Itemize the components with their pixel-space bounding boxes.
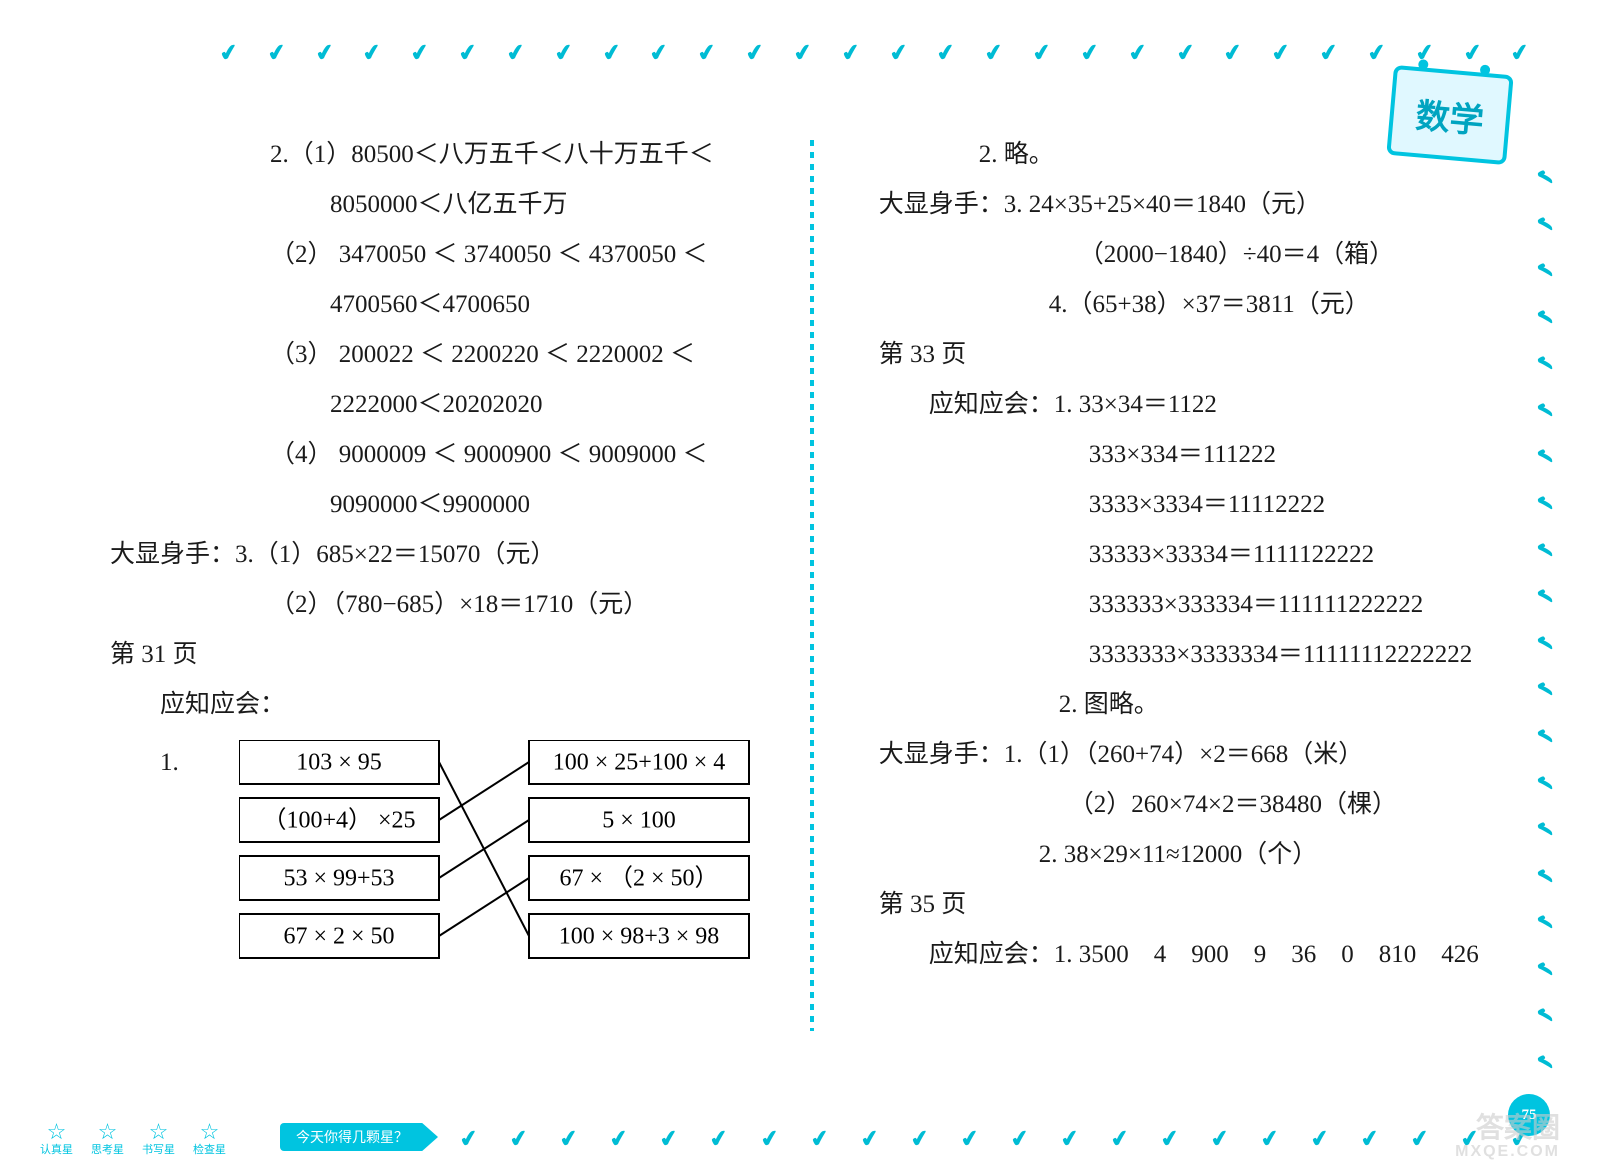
text-line: 大显身手：3. 24×35+25×40＝1840（元） <box>879 180 1480 230</box>
text-line: 2222000＜20202020 <box>110 380 799 430</box>
watermark-sub: MXQE.COM <box>1455 1143 1560 1161</box>
text-line: 大显身手：1.（1）（260+74）×2＝668（米） <box>879 730 1480 780</box>
text-line: 9090000＜9900000 <box>110 480 799 530</box>
pencil-label: 今天你得几颗星？ <box>280 1123 438 1151</box>
svg-text:67 × 2 × 50: 67 × 2 × 50 <box>283 924 394 950</box>
svg-text:100 × 25+100 × 4: 100 × 25+100 × 4 <box>552 750 725 776</box>
watermark-top: 答案圈 <box>1455 1113 1560 1144</box>
svg-text:103 × 95: 103 × 95 <box>296 750 382 776</box>
text-line: 1. <box>110 730 179 788</box>
text-line: 2. 38×29×11≈12000（个） <box>879 830 1480 880</box>
svg-text:67 × （2 × 50）: 67 × （2 × 50） <box>559 866 718 892</box>
left-column: 2.（1）80500＜八万五千＜八十万五千＜ 8050000＜八亿五千万 （2）… <box>90 130 839 1061</box>
svg-text:53 × 99+53: 53 × 99+53 <box>283 866 394 892</box>
matching-diagram: 103 × 95 （100+4） ×25 53 × 99+53 67 × 2 × 50… <box>239 740 799 980</box>
section-heading: 第 33 页 <box>879 330 1480 380</box>
right-column: 2. 略。 大显身手：3. 24×35+25×40＝1840（元） （2000−… <box>839 130 1500 1061</box>
star-item: ☆书写星 <box>142 1120 175 1156</box>
text-line: 大显身手：3.（1）685×22＝15070（元） <box>110 530 799 580</box>
text-line: 3333×3334＝11112222 <box>879 480 1480 530</box>
svg-text:5 × 100: 5 × 100 <box>602 808 676 834</box>
star-item: ☆认真星 <box>40 1120 73 1156</box>
text-line: 2. 图略。 <box>879 680 1480 730</box>
svg-text:100 × 98+3 × 98: 100 × 98+3 × 98 <box>558 924 719 950</box>
text-line: 应知应会：1. 3500 4 900 9 36 0 810 426 <box>879 930 1480 980</box>
text-line: （2） 3470050 ＜ 3740050 ＜ 4370050 ＜ <box>110 230 799 280</box>
text-line: 333×334＝111222 <box>879 430 1480 480</box>
text-line: 应知应会： <box>110 680 799 730</box>
text-line: 333333×333334＝111111222222 <box>879 580 1480 630</box>
watermark: 答案圈 MXQE.COM <box>1455 1113 1560 1161</box>
text-line: （4） 9000009 ＜ 9000900 ＜ 9009000 ＜ <box>110 430 799 480</box>
section-heading: 第 35 页 <box>879 880 1480 930</box>
section-heading: 第 31 页 <box>110 630 799 680</box>
text-line: （3） 200022 ＜ 2200220 ＜ 2220002 ＜ <box>110 330 799 380</box>
star-item: ☆检查星 <box>193 1120 226 1156</box>
svg-text:（100+4） ×25: （100+4） ×25 <box>262 808 415 834</box>
content: 2.（1）80500＜八万五千＜八十万五千＜ 8050000＜八亿五千万 （2）… <box>90 130 1500 1061</box>
text-line: （2）（780−685）×18＝1710（元） <box>110 580 799 630</box>
border-right: ✔✔✔✔✔✔✔✔✔✔✔✔✔✔✔✔✔✔✔✔ <box>1530 170 1560 1081</box>
text-line: 3333333×3333334＝11111112222222 <box>879 630 1480 680</box>
text-line: 4.（65+38）×37＝3811（元） <box>879 280 1480 330</box>
text-line: （2）260×74×2＝38480（棵） <box>879 780 1480 830</box>
text-line: 应知应会：1. 33×34＝1122 <box>879 380 1480 430</box>
border-top: ✔✔✔✔✔✔✔✔✔✔✔✔✔✔✔✔✔✔✔✔✔✔✔✔✔✔✔✔ <box>220 40 1530 70</box>
text-line: 4700560＜4700650 <box>110 280 799 330</box>
star-row: ☆认真星 ☆思考星 ☆书写星 ☆检查星 <box>40 1120 226 1156</box>
text-line: 8050000＜八亿五千万 <box>110 180 799 230</box>
text-line: （2000−1840）÷40＝4（箱） <box>879 230 1480 280</box>
text-line: 2.（1）80500＜八万五千＜八十万五千＜ <box>110 130 799 180</box>
footer: ☆认真星 ☆思考星 ☆书写星 ☆检查星 今天你得几颗星？ <box>40 1116 1560 1156</box>
text-line: 33333×33334＝1111122222 <box>879 530 1480 580</box>
text-line: 2. 略。 <box>879 130 1480 180</box>
star-item: ☆思考星 <box>91 1120 124 1156</box>
